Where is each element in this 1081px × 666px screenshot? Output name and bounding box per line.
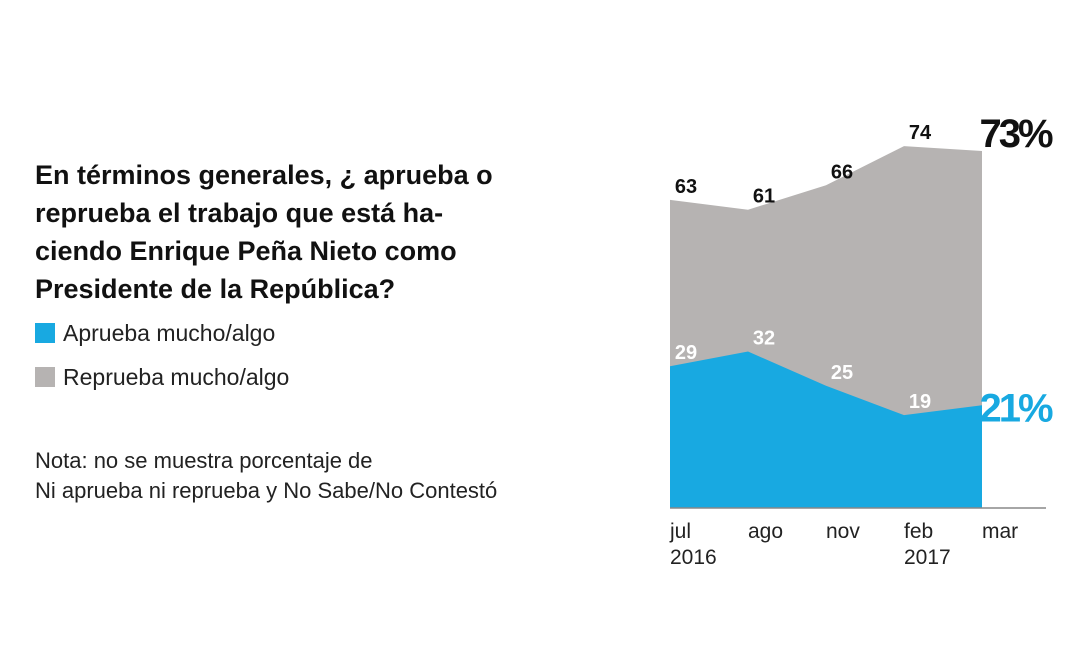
- chart-title: En términos generales, ¿ aprueba o repru…: [35, 160, 493, 304]
- legend-label: Aprueba mucho/algo: [63, 320, 276, 346]
- value-label: 19: [909, 391, 931, 413]
- value-label: 25: [831, 362, 853, 384]
- legend-item: Reprueba mucho/algo: [35, 364, 289, 391]
- note: Nota: no se muestra porcentaje de Ni apr…: [35, 448, 498, 503]
- x-tick-label: mar: [982, 520, 1018, 543]
- legend-label: Reprueba mucho/algo: [63, 364, 290, 390]
- legend-item: Aprueba mucho/algo: [35, 320, 275, 347]
- value-label: 63: [675, 176, 697, 198]
- x-tick-label: feb 2017: [904, 520, 951, 569]
- x-tick-label: jul 2016: [669, 520, 717, 569]
- value-label: 74: [909, 122, 932, 144]
- value-label: 21%: [979, 386, 1052, 430]
- value-label: 29: [675, 342, 697, 364]
- area: [670, 351, 982, 508]
- legend-swatch: [35, 367, 55, 387]
- x-tick-label: ago: [748, 520, 783, 543]
- legend-swatch: [35, 323, 55, 343]
- value-label: 32: [753, 328, 775, 350]
- value-label: 66: [831, 161, 853, 183]
- value-label: 61: [753, 186, 775, 208]
- value-label: 73%: [979, 112, 1052, 156]
- x-tick-label: nov: [826, 520, 860, 543]
